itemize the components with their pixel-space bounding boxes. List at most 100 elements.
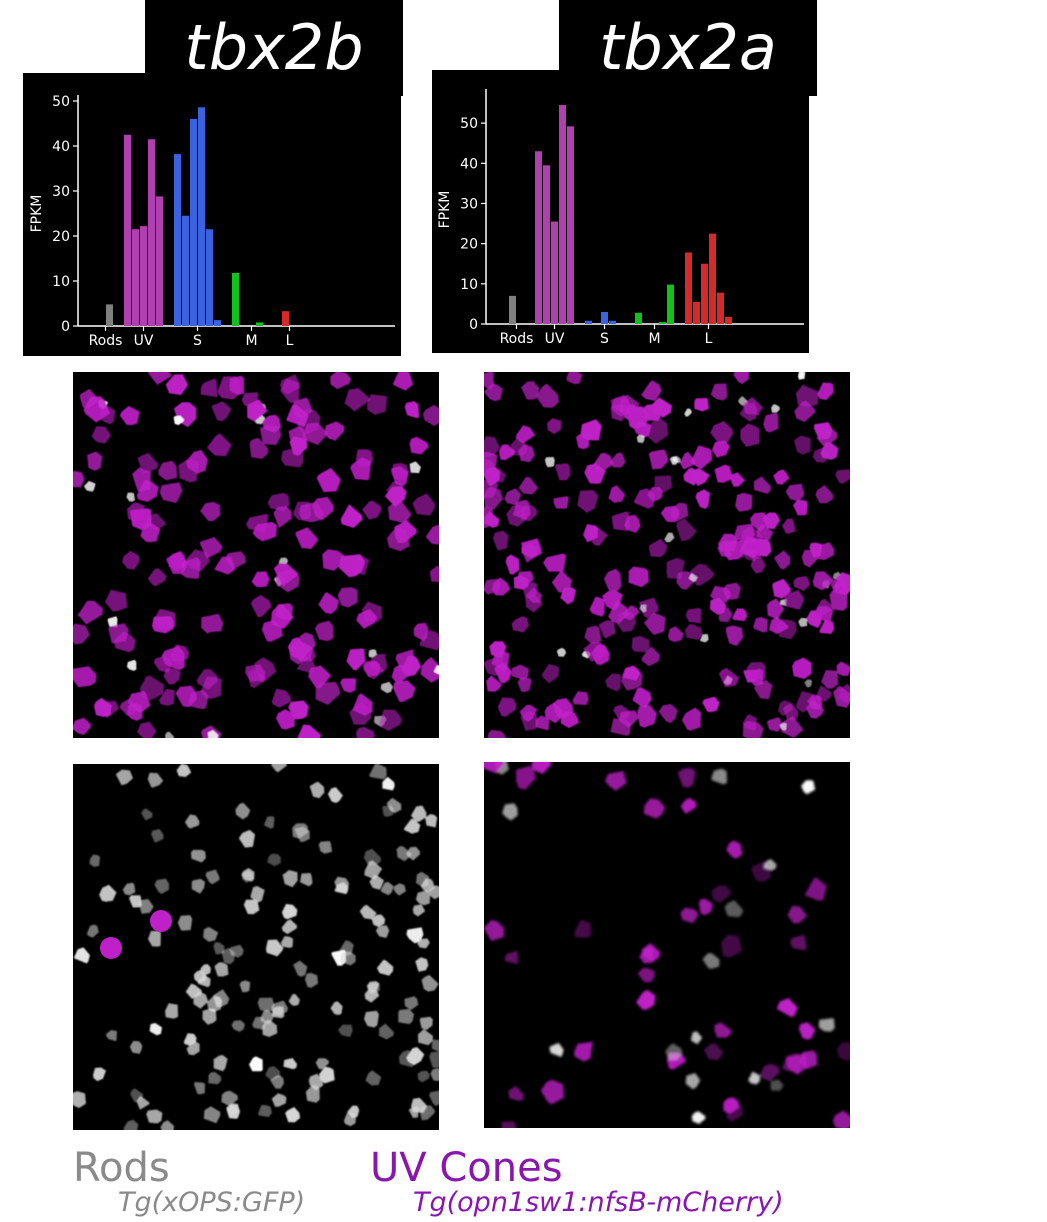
bar-rods — [106, 304, 113, 326]
chart-svg-tbx2a: 0 10 20 30 40 50 FPKM Rods UV S M L — [437, 89, 804, 347]
cell — [231, 1020, 245, 1032]
cell — [695, 489, 711, 509]
cell — [147, 568, 167, 587]
cell — [598, 620, 616, 639]
cell — [404, 401, 420, 419]
white-cell — [502, 803, 518, 821]
cell — [832, 1110, 850, 1128]
cell — [73, 470, 85, 488]
cell — [159, 482, 183, 503]
cell — [553, 698, 574, 719]
cell — [371, 914, 386, 927]
cell — [543, 553, 567, 572]
bar-s — [609, 320, 616, 324]
cell — [393, 883, 406, 896]
cell — [200, 676, 222, 699]
white-cell — [115, 769, 133, 786]
cell — [235, 802, 251, 820]
cell — [129, 895, 142, 908]
cell — [91, 426, 112, 444]
cell — [574, 919, 591, 938]
cell — [690, 445, 713, 470]
cell — [602, 589, 623, 611]
cell — [735, 492, 753, 512]
cell — [344, 388, 371, 412]
cell — [417, 1070, 430, 1083]
cell — [577, 490, 599, 513]
cell — [820, 442, 839, 460]
cell — [772, 578, 791, 599]
cell — [340, 503, 363, 528]
cell — [176, 764, 192, 777]
cell — [393, 680, 416, 702]
cell — [288, 993, 300, 1006]
cell — [201, 613, 224, 634]
bar-s — [601, 311, 608, 324]
cell — [420, 657, 439, 683]
cell — [297, 724, 322, 738]
white-cell — [665, 1043, 683, 1061]
cell — [551, 570, 573, 593]
cell — [637, 967, 655, 983]
cell — [753, 680, 773, 700]
cell — [583, 642, 606, 662]
cell — [349, 701, 372, 725]
cell — [87, 451, 103, 471]
cell — [364, 1010, 379, 1028]
cell — [643, 612, 666, 635]
cell — [714, 1022, 733, 1038]
x-tick-label: UV — [134, 333, 154, 349]
cell — [782, 1053, 801, 1074]
cell — [504, 488, 522, 506]
cell — [267, 492, 290, 511]
cell — [535, 383, 559, 408]
white-cell — [818, 1018, 835, 1032]
cell — [359, 904, 377, 920]
cell — [836, 661, 850, 676]
cell — [516, 765, 536, 790]
cell — [200, 501, 221, 522]
bar-m — [659, 321, 666, 324]
white-cell — [724, 900, 744, 918]
cell — [484, 656, 505, 676]
cell — [130, 1088, 144, 1103]
cell — [540, 1079, 565, 1105]
white-cell — [380, 881, 394, 896]
cell — [327, 787, 343, 803]
cell — [73, 1091, 86, 1108]
cell — [417, 938, 430, 949]
cell — [429, 1090, 439, 1107]
cell — [417, 1028, 433, 1046]
cell — [93, 1067, 106, 1082]
cell — [726, 840, 743, 859]
x-tick-label: UV — [545, 331, 565, 347]
cell — [729, 472, 746, 487]
cell — [415, 890, 431, 906]
cell — [211, 401, 232, 422]
cell — [535, 715, 550, 731]
cell — [836, 1041, 850, 1062]
cell — [213, 1055, 228, 1072]
cell — [105, 589, 128, 612]
cell — [86, 924, 99, 938]
cell — [154, 878, 169, 894]
white-cell — [165, 1003, 179, 1019]
cell — [668, 626, 684, 642]
cell — [151, 616, 174, 634]
cell — [725, 625, 744, 646]
micrograph-tbx2a-uv-cones — [484, 372, 850, 738]
cell — [504, 950, 519, 964]
y-tick-label: 30 — [460, 196, 478, 212]
cell — [694, 398, 709, 412]
y-tick-label: 30 — [52, 184, 70, 200]
bar-s — [585, 320, 592, 324]
cell — [138, 899, 154, 914]
cell — [740, 423, 760, 447]
micrograph-tbx2b-uv-cones — [73, 372, 439, 738]
cell — [369, 764, 387, 780]
white-cell — [748, 1071, 760, 1085]
bar-uv — [132, 229, 139, 326]
cell — [259, 424, 282, 445]
cell — [412, 904, 426, 917]
cell — [717, 540, 732, 557]
